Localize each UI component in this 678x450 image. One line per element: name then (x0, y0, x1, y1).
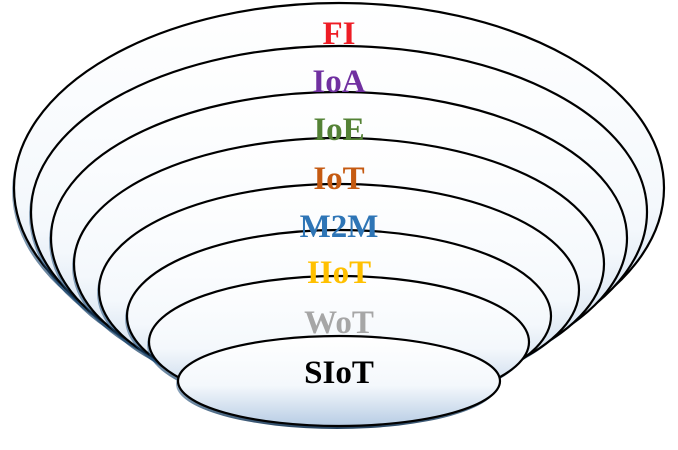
label-fi: FI (323, 16, 356, 52)
label-wot: WoT (304, 305, 374, 341)
label-siot: SIoT (304, 355, 374, 391)
label-iot: IoT (313, 161, 364, 197)
label-ioe: IoE (313, 112, 364, 148)
label-ioa: IoA (312, 64, 365, 100)
ring-siot (176, 334, 502, 428)
label-m2m: M2M (300, 209, 379, 245)
label-iiot: IIoT (307, 255, 371, 291)
ring-group (12, 1, 666, 429)
label-group: FI IoA IoE IoT M2M IIoT WoT SIoT (300, 16, 379, 391)
